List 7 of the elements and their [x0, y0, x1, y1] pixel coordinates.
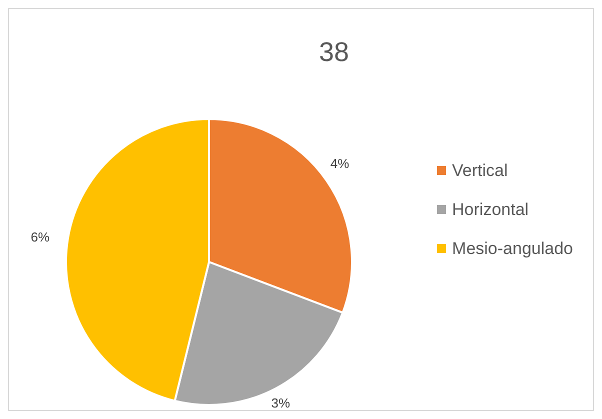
- legend-label: Horizontal: [452, 199, 529, 221]
- legend-label: Mesio-angulado: [452, 238, 573, 260]
- legend-label: Vertical: [452, 160, 508, 182]
- data-label: 6%: [30, 230, 50, 245]
- data-label: 4%: [330, 156, 350, 171]
- data-label: 3%: [271, 396, 291, 411]
- chart-title: 38: [318, 37, 350, 68]
